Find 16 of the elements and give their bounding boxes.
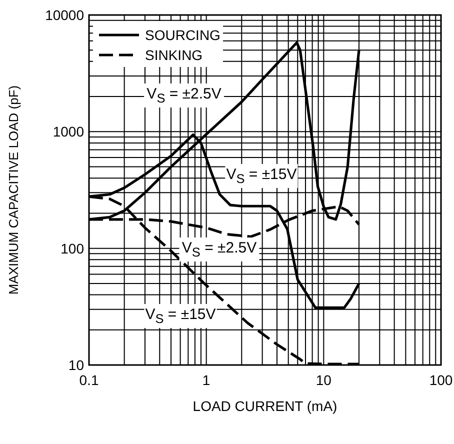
x-tick-label: 10 — [316, 372, 332, 388]
legend-label: SOURCING — [145, 27, 220, 43]
annotation: V$_{S}$ = ±2.5V — [182, 240, 257, 260]
annotation: V$_{S}$ = ±15V — [226, 166, 297, 186]
x-tick-label: 100 — [429, 372, 453, 388]
annotation: V$_{S}$ = ±15V — [145, 306, 216, 326]
y-tick-label: 10 — [68, 357, 84, 373]
y-tick-label: 100 — [60, 240, 84, 256]
y-axis-title: MAXIMUM CAPACITIVE LOAD (pF) — [6, 85, 21, 295]
legend-label: SINKING — [145, 47, 203, 63]
annotation: V$_{S}$ = ±2.5V — [146, 86, 222, 106]
x-axis-title: LOAD CURRENT (mA) — [192, 398, 338, 414]
x-tick-label: 1 — [202, 372, 210, 388]
y-tick-label: 1000 — [52, 124, 84, 140]
y-tick-label: 10000 — [45, 7, 84, 23]
x-tick-label: 0.1 — [79, 372, 99, 388]
